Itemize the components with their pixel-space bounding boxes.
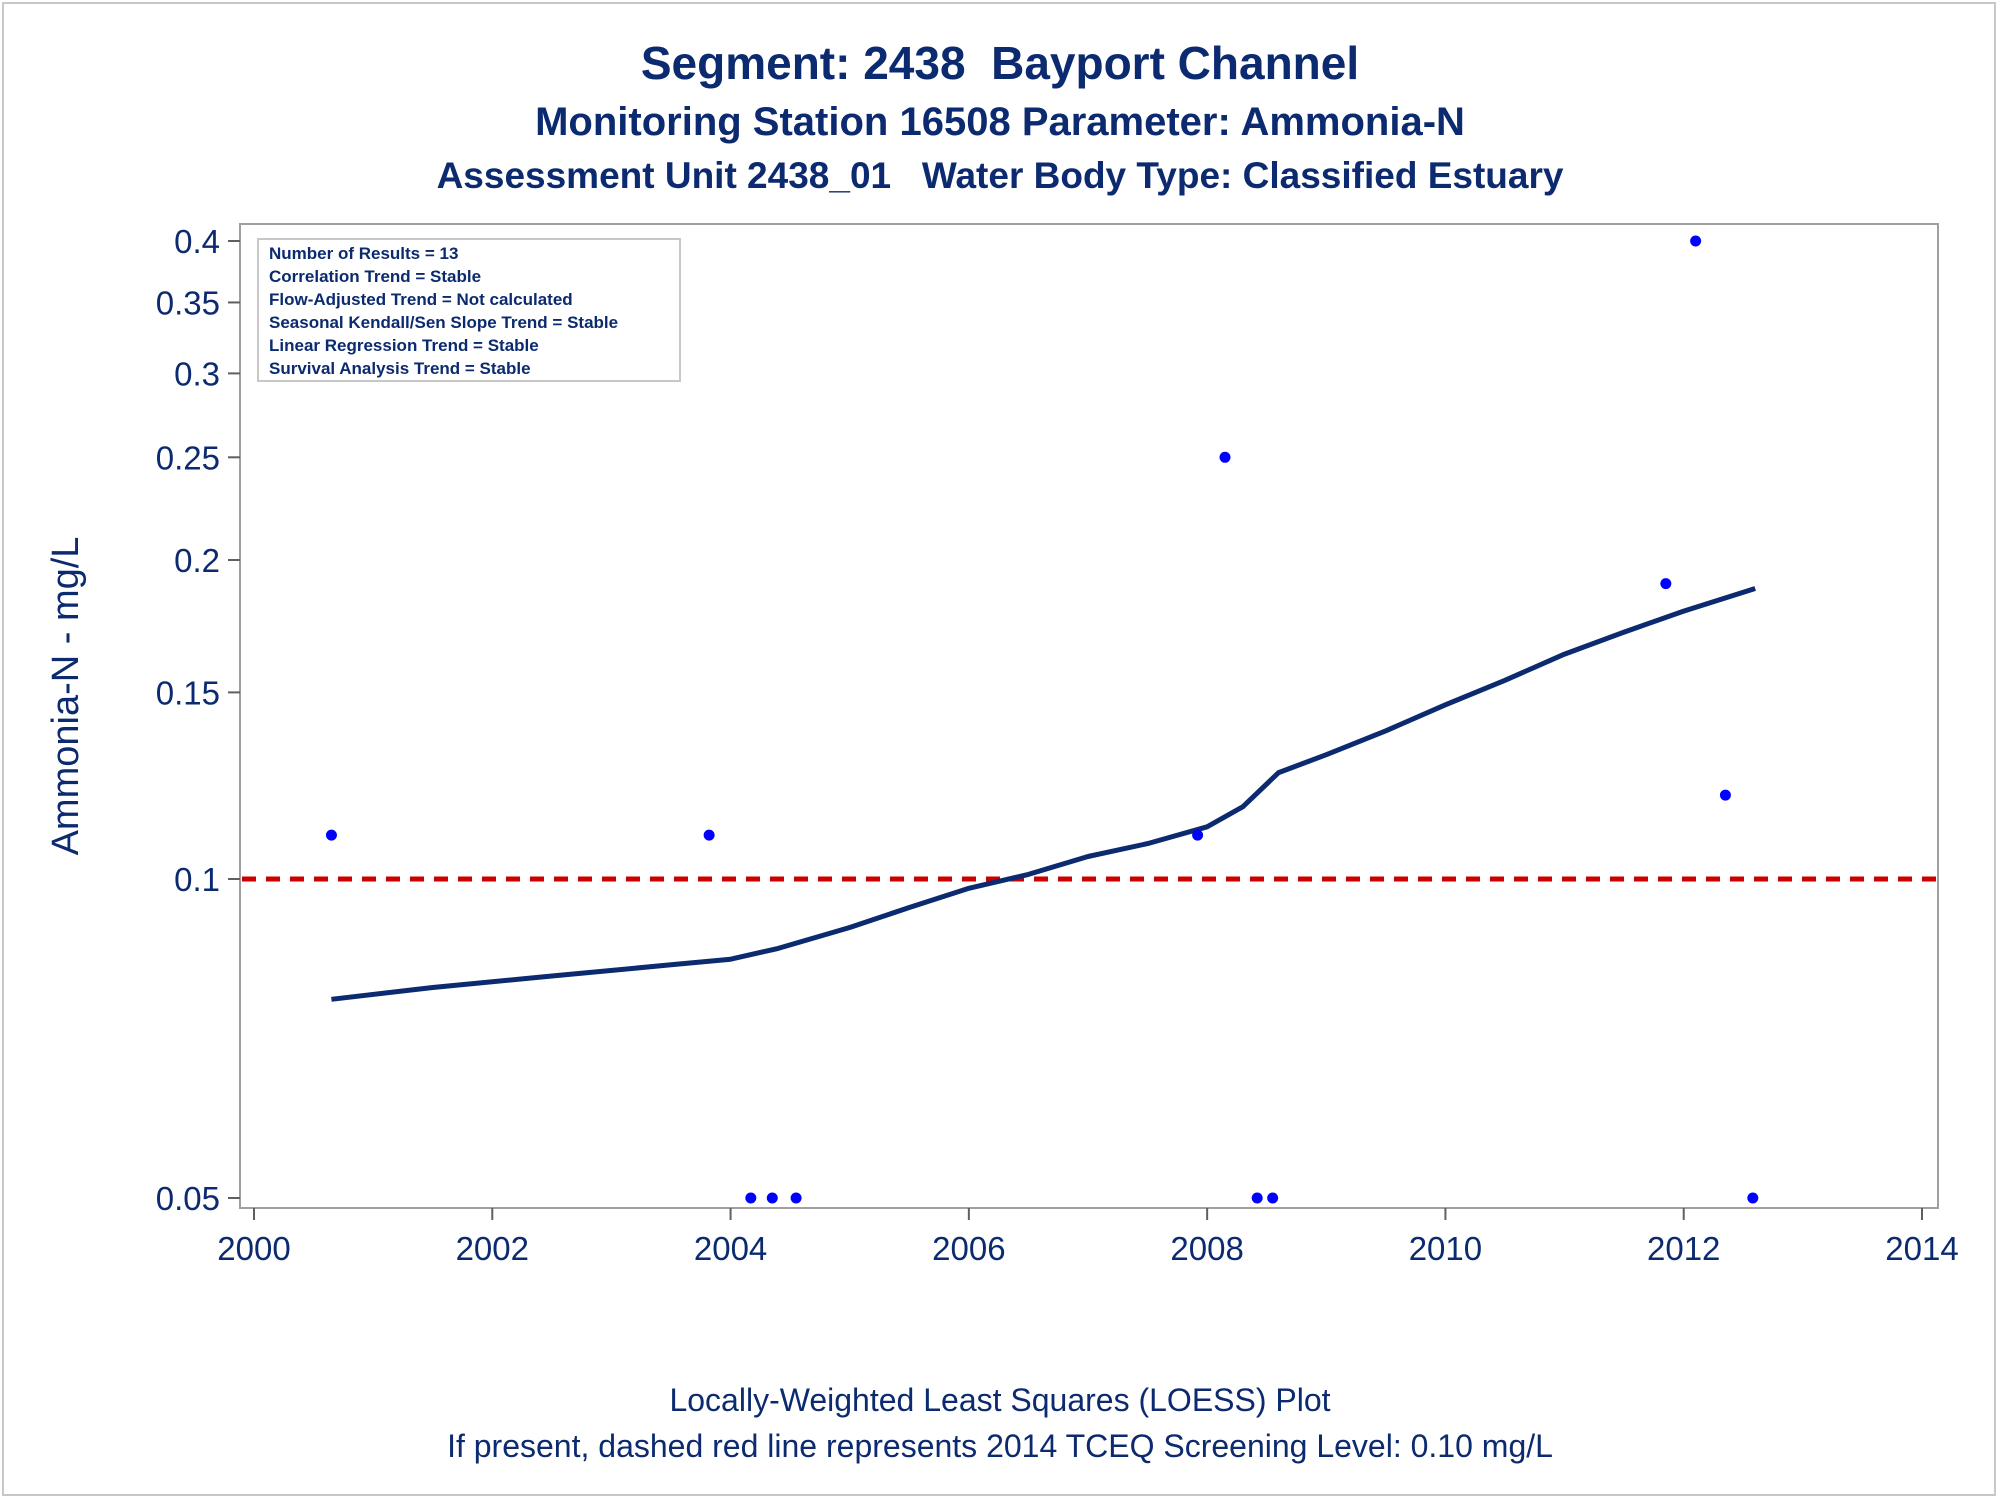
data-point: [1192, 829, 1204, 841]
x-tick-label: 2014: [1885, 1230, 1958, 1267]
x-tick-label: 2010: [1409, 1230, 1482, 1267]
x-tick-label: 2006: [932, 1230, 1005, 1267]
y-tick-label: 0.05: [156, 1180, 220, 1217]
data-point: [1690, 235, 1702, 247]
data-point: [1747, 1192, 1759, 1204]
data-point: [1660, 578, 1672, 590]
data-point: [745, 1192, 757, 1204]
footer-note-2: If present, dashed red line represents 2…: [447, 1428, 1553, 1464]
x-tick-label: 2002: [456, 1230, 529, 1267]
x-tick-label: 2008: [1170, 1230, 1243, 1267]
y-tick-label: 0.4: [174, 223, 220, 260]
chart-title: Segment: 2438 Bayport Channel: [640, 37, 1360, 89]
data-point: [1251, 1192, 1263, 1204]
trend-summary-line: Number of Results = 13: [269, 244, 458, 263]
chart-subtitle: Monitoring Station 16508 Parameter: Ammo…: [535, 100, 1465, 144]
data-point: [325, 829, 337, 841]
y-tick-label: 0.3: [174, 355, 220, 392]
x-tick-label: 2000: [217, 1230, 290, 1267]
y-tick-label: 0.35: [156, 284, 220, 321]
y-tick-label: 0.2: [174, 542, 220, 579]
trend-summary-line: Survival Analysis Trend = Stable: [269, 359, 531, 378]
trend-summary-box: [257, 238, 681, 382]
data-point: [1267, 1192, 1279, 1204]
x-tick-label: 2012: [1647, 1230, 1720, 1267]
y-tick-label: 0.15: [156, 674, 220, 711]
data-point: [1219, 451, 1231, 463]
y-tick-label: 0.1: [174, 861, 220, 898]
data-point: [766, 1192, 778, 1204]
data-point: [703, 829, 715, 841]
data-point: [790, 1192, 802, 1204]
trend-summary-line: Seasonal Kendall/Sen Slope Trend = Stabl…: [269, 313, 618, 332]
x-tick-label: 2004: [694, 1230, 767, 1267]
footer-note-1: Locally-Weighted Least Squares (LOESS) P…: [669, 1382, 1331, 1418]
loess-curve: [331, 586, 1756, 1002]
y-axis-label: Ammonia-N - mg/L: [45, 537, 87, 856]
trend-summary-line: Linear Regression Trend = Stable: [269, 336, 539, 355]
plot-area-frame: [239, 223, 1939, 1209]
data-point: [1719, 789, 1731, 801]
chart-subtitle-2: Assessment Unit 2438_01 Water Body Type:…: [436, 155, 1564, 196]
trend-summary-line: Correlation Trend = Stable: [269, 267, 481, 286]
y-tick-label: 0.25: [156, 439, 220, 476]
trend-summary-line: Flow-Adjusted Trend = Not calculated: [269, 290, 573, 309]
